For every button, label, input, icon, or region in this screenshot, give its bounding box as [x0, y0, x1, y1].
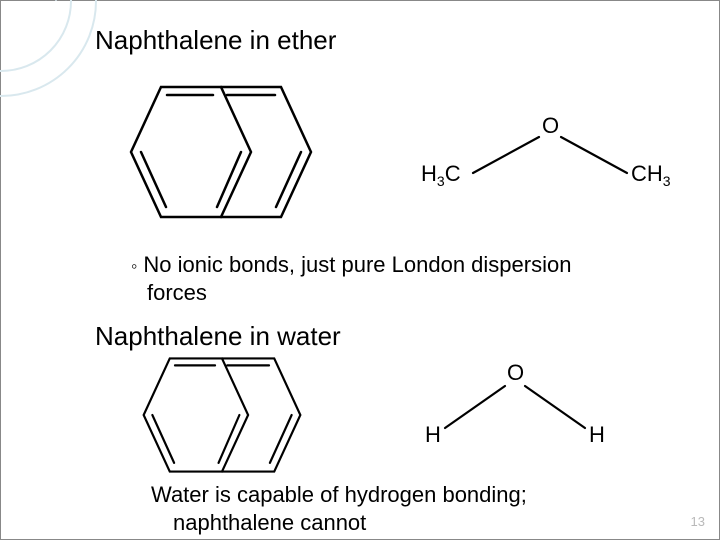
- subpoint-line2: forces: [147, 280, 207, 305]
- molecule-naphthalene-top: [91, 67, 351, 237]
- subpoint2-line1: Water is capable of hydrogen bonding;: [151, 482, 527, 507]
- subpoint-hbond: Water is capable of hydrogen bonding; na…: [151, 481, 527, 536]
- ether-right-label: CH3: [631, 161, 671, 189]
- page-number: 13: [691, 514, 705, 529]
- molecule-dimethyl-ether: H3C O CH3: [411, 111, 691, 201]
- heading-text: Naphthalene in ether: [95, 25, 336, 55]
- subpoint-dispersion: ◦ No ionic bonds, just pure London disper…: [131, 251, 571, 306]
- water-h-left: H: [425, 422, 441, 447]
- slide: Naphthalene in ether H3C O CH3 ◦ No ionic…: [0, 0, 720, 540]
- subpoint-line1: No ionic bonds, just pure London dispers…: [143, 252, 571, 277]
- water-o-label: O: [507, 360, 524, 385]
- ether-left-label: H3C: [421, 161, 461, 189]
- ether-o-label: O: [542, 113, 559, 138]
- heading-ether: Naphthalene in ether: [93, 25, 336, 56]
- subpoint-bullet: ◦: [131, 256, 137, 276]
- subpoint2-line2: naphthalene cannot: [173, 510, 366, 535]
- molecule-naphthalene-bottom: [99, 341, 345, 489]
- water-h-right: H: [589, 422, 605, 447]
- molecule-water: O H H: [401, 356, 631, 456]
